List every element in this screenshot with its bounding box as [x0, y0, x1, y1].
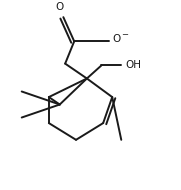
Text: OH: OH	[125, 60, 141, 70]
Text: O: O	[112, 34, 121, 44]
Text: −: −	[121, 30, 128, 39]
Text: O: O	[56, 2, 64, 12]
